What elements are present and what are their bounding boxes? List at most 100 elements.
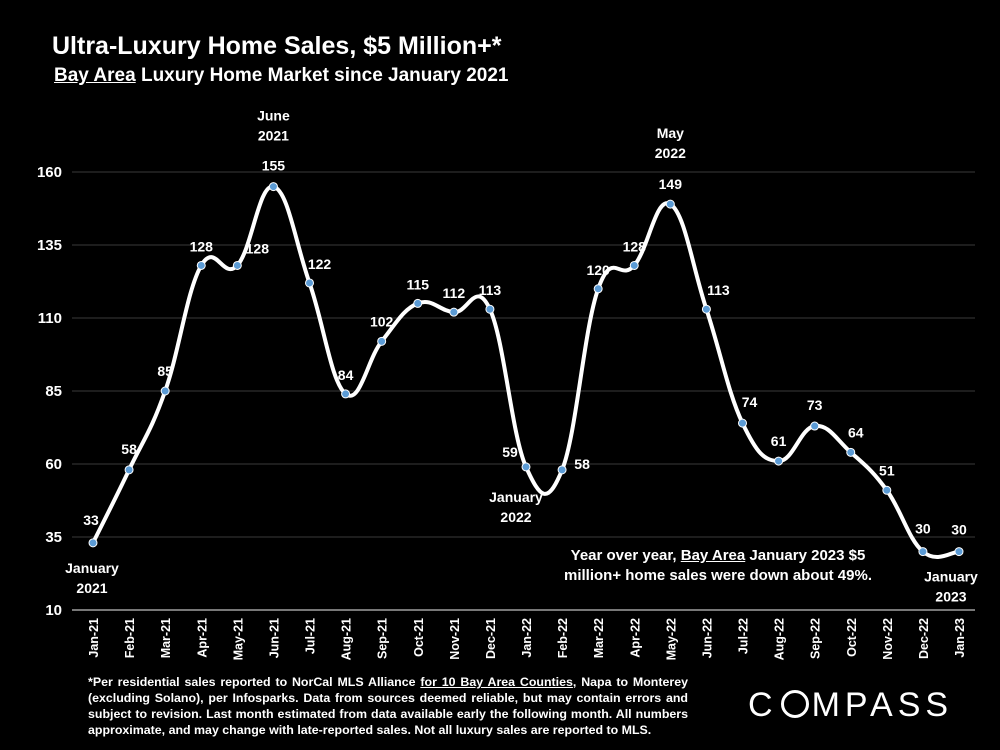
period-callout-label: 2022 — [655, 145, 686, 161]
x-tick-label: Feb-22 — [556, 618, 570, 658]
data-point — [954, 547, 964, 557]
annotation-region: Bay Area — [680, 547, 746, 564]
data-label: 155 — [262, 158, 286, 174]
data-label: 73 — [807, 397, 823, 413]
data-point — [341, 389, 351, 399]
annotation-text-2: January 2023 $5 million+ home sales were… — [564, 547, 872, 584]
annotation-text-1: Year over year, — [570, 547, 681, 564]
x-tick-label: Jan-21 — [87, 618, 101, 658]
data-point — [738, 418, 747, 428]
data-point — [124, 465, 134, 475]
data-label: 115 — [406, 276, 429, 292]
x-tick-label: Aug-21 — [340, 618, 354, 660]
x-tick-label: Aug-22 — [773, 618, 787, 660]
y-tick-label: 110 — [38, 310, 62, 327]
data-label: 61 — [771, 433, 787, 449]
data-label: 112 — [443, 285, 466, 301]
data-point — [268, 182, 278, 192]
x-tick-label: Jun-21 — [267, 618, 281, 658]
data-label: 113 — [707, 282, 730, 298]
data-point — [377, 336, 387, 346]
compass-logo: C MPASS — [748, 686, 953, 725]
period-callout-label: June — [257, 108, 290, 124]
data-point — [521, 462, 531, 472]
y-tick-label: 160 — [37, 164, 62, 181]
period-callouts: January 2021 June 2021 January 2022 May 2022 Jan… — [65, 108, 978, 605]
y-tick-label: 85 — [45, 383, 62, 400]
data-label: 120 — [586, 262, 610, 278]
x-tick-label: May-21 — [231, 618, 245, 660]
x-tick-label: Jul-22 — [737, 618, 751, 654]
x-tick-label: Nov-21 — [448, 618, 462, 660]
data-label: 149 — [659, 176, 683, 192]
data-point — [774, 456, 784, 466]
data-point — [701, 304, 711, 314]
data-point — [846, 447, 856, 457]
data-label: 58 — [121, 441, 137, 457]
x-tick-label: Jan-23 — [953, 618, 967, 658]
data-point — [918, 547, 928, 557]
data-labels: 33 58 85 128 128 155 122 84 102 115 112 113 59 58 120 1… — [83, 158, 967, 538]
y-tick-label: 35 — [45, 529, 62, 546]
data-point — [557, 465, 567, 475]
footnote-text-1: *Per residential sales reported to NorCa… — [88, 675, 421, 689]
data-point — [449, 307, 459, 317]
data-point — [629, 260, 639, 270]
y-tick-label: 135 — [37, 237, 62, 254]
period-callout-label: 2021 — [258, 128, 289, 144]
data-points — [88, 182, 964, 557]
data-label: 74 — [742, 394, 758, 410]
yoy-annotation: Year over year, Bay Area January 2023 $5… — [548, 546, 888, 586]
data-point — [160, 386, 170, 396]
data-label: 51 — [879, 462, 895, 478]
period-callout-label: January — [924, 569, 978, 585]
data-point — [665, 199, 675, 209]
x-tick-label: Apr-21 — [195, 618, 209, 658]
x-tick-label: Dec-22 — [917, 618, 931, 659]
data-label: 128 — [190, 238, 214, 254]
series-path — [91, 184, 960, 559]
period-callout-label: 2023 — [935, 589, 966, 605]
data-label: 33 — [83, 512, 99, 528]
x-tick-label: Dec-21 — [484, 618, 498, 659]
chart-subtitle: Bay Area Luxury Home Market since Januar… — [54, 65, 508, 87]
x-tick-label: May-22 — [664, 618, 678, 660]
logo-text-start: C — [748, 686, 778, 724]
x-tick-label: Mar-21 — [159, 618, 173, 658]
period-callout-label: January — [65, 560, 119, 576]
x-tick-label: Jan-22 — [520, 618, 534, 658]
x-tick-label: Oct-21 — [412, 618, 426, 657]
subtitle-region: Bay Area — [54, 65, 136, 86]
data-point — [88, 538, 98, 548]
x-axis: Jan-21 Feb-21 Mar-21 Apr-21 May-21 Jun-21 Jul-… — [72, 609, 975, 660]
x-tick-label: Nov-22 — [881, 618, 895, 660]
data-label: 30 — [915, 521, 931, 537]
footnote-link: for 10 Bay Area Counties — [420, 675, 573, 689]
data-label: 59 — [502, 444, 518, 460]
footnote: *Per residential sales reported to NorCa… — [88, 674, 688, 738]
data-point — [593, 284, 603, 294]
data-label: 122 — [308, 256, 332, 272]
period-callout-label: 2021 — [76, 580, 107, 596]
x-tick-label: Sep-21 — [376, 618, 390, 659]
series-line — [91, 184, 960, 559]
period-callout-label: May — [657, 125, 684, 141]
data-point — [196, 260, 206, 270]
data-point — [305, 278, 314, 288]
data-label: 64 — [848, 424, 864, 440]
x-tick-label: Apr-22 — [628, 618, 642, 658]
x-tick-label: Jul-21 — [304, 618, 318, 654]
subtitle-rest: Luxury Home Market since January 2021 — [135, 65, 509, 86]
data-label: 128 — [246, 240, 270, 256]
data-label: 30 — [951, 522, 967, 538]
y-tick-label: 60 — [45, 456, 62, 473]
data-point — [810, 421, 820, 431]
data-label: 102 — [370, 313, 394, 329]
x-tick-label: Mar-22 — [592, 618, 606, 658]
data-point — [232, 260, 242, 270]
logo-o-mark — [780, 690, 809, 718]
gridlines — [72, 171, 975, 538]
data-point — [485, 304, 495, 314]
data-label: 128 — [623, 238, 647, 254]
